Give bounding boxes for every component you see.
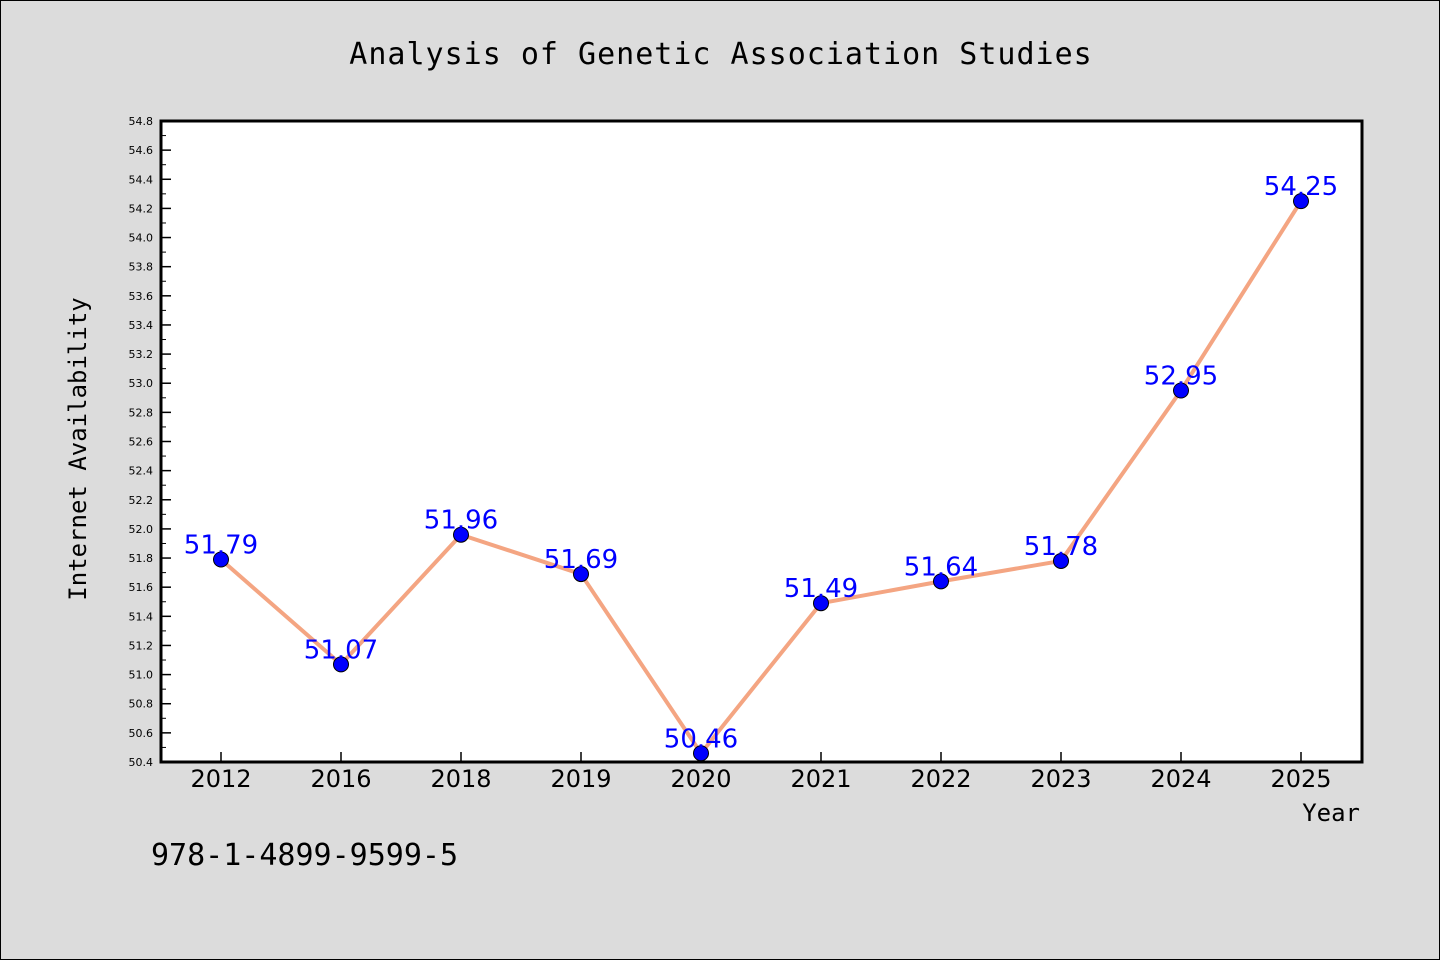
- y-tick-label: 52.4: [129, 465, 154, 478]
- y-tick-label: 54.6: [129, 144, 154, 157]
- x-tick-label: 2023: [1030, 765, 1091, 793]
- y-tick-label: 52.2: [129, 494, 154, 507]
- data-markers: [213, 193, 1309, 762]
- y-tick-label: 50.4: [129, 756, 154, 769]
- y-tick-label: 54.2: [129, 202, 154, 215]
- y-axis-ticks: 50.4 50.6 50.8 51.0 51.2 51.4 51.6 51.8 52.0 52.2…: [129, 115, 171, 769]
- y-tick-label: 51.2: [129, 639, 154, 652]
- y-tick-label: 53.2: [129, 348, 154, 361]
- y-tick-label: 53.6: [129, 290, 154, 303]
- y-axis-label: Internet Availability: [64, 297, 92, 600]
- data-labels: 51.79 51.07 51.96 51.69 50.46 51.49 51.64 51.78…: [184, 172, 1338, 754]
- y-tick-label: 52.6: [129, 436, 154, 449]
- data-point-marker: [933, 573, 949, 590]
- y-tick-label: 53.0: [129, 377, 154, 390]
- x-tick-label: 2019: [550, 765, 611, 793]
- y-tick-label: 53.8: [129, 261, 154, 274]
- data-point-label: 51.79: [184, 531, 258, 561]
- x-tick-label: 2024: [1150, 765, 1211, 793]
- y-tick-label: 50.6: [129, 727, 154, 740]
- data-point-label: 51.96: [424, 506, 498, 536]
- x-tick-label: 2025: [1270, 765, 1331, 793]
- y-tick-label: 51.6: [129, 581, 154, 594]
- data-point-marker: [1053, 552, 1069, 569]
- y-tick-label: 52.8: [129, 406, 154, 419]
- data-point-label: 51.49: [784, 574, 858, 604]
- data-point-label: 51.64: [904, 552, 978, 582]
- x-tick-label: 2020: [670, 765, 731, 793]
- y-tick-label: 50.8: [129, 698, 154, 711]
- y-tick-label: 54.8: [129, 115, 154, 128]
- data-point-label: 51.69: [544, 545, 618, 575]
- x-axis-ticks: 2012 2016 2018 2019 2020 2021 2022 2023 2024 2025: [190, 752, 1332, 793]
- data-point-marker: [813, 595, 829, 612]
- data-point-marker: [1173, 382, 1189, 399]
- x-tick-label: 2021: [790, 765, 851, 793]
- series-line: [219, 200, 1303, 756]
- y-tick-label: 51.8: [129, 552, 154, 565]
- data-point-label: 52.95: [1144, 362, 1218, 392]
- y-tick-label: 51.0: [129, 669, 154, 682]
- data-point-marker: [453, 526, 469, 543]
- y-tick-label: 53.4: [129, 319, 154, 332]
- data-point-label: 51.07: [304, 635, 378, 665]
- y-tick-label: 54.0: [129, 232, 154, 245]
- data-point-marker: [573, 566, 589, 583]
- plot-area: [159, 119, 1364, 764]
- data-point-marker: [333, 656, 349, 673]
- x-tick-label: 2022: [910, 765, 971, 793]
- y-tick-label: 51.4: [129, 610, 154, 623]
- data-point-label: 50.46: [664, 724, 738, 754]
- x-tick-label: 2016: [310, 765, 371, 793]
- x-tick-label: 2012: [190, 765, 251, 793]
- data-point-marker: [213, 551, 229, 568]
- data-point-label: 51.78: [1024, 532, 1098, 562]
- data-point-marker: [1293, 193, 1309, 210]
- data-point-marker: [693, 745, 709, 762]
- isbn-annotation: 978-1-4899-9599-5: [151, 838, 458, 873]
- data-point-label: 54.25: [1264, 172, 1338, 202]
- x-tick-label: 2018: [430, 765, 491, 793]
- x-axis-label: Year: [1302, 799, 1360, 827]
- chart-title: Analysis of Genetic Association Studies: [349, 37, 1092, 72]
- y-tick-label: 52.0: [129, 523, 154, 536]
- y-tick-label: 54.4: [129, 173, 154, 186]
